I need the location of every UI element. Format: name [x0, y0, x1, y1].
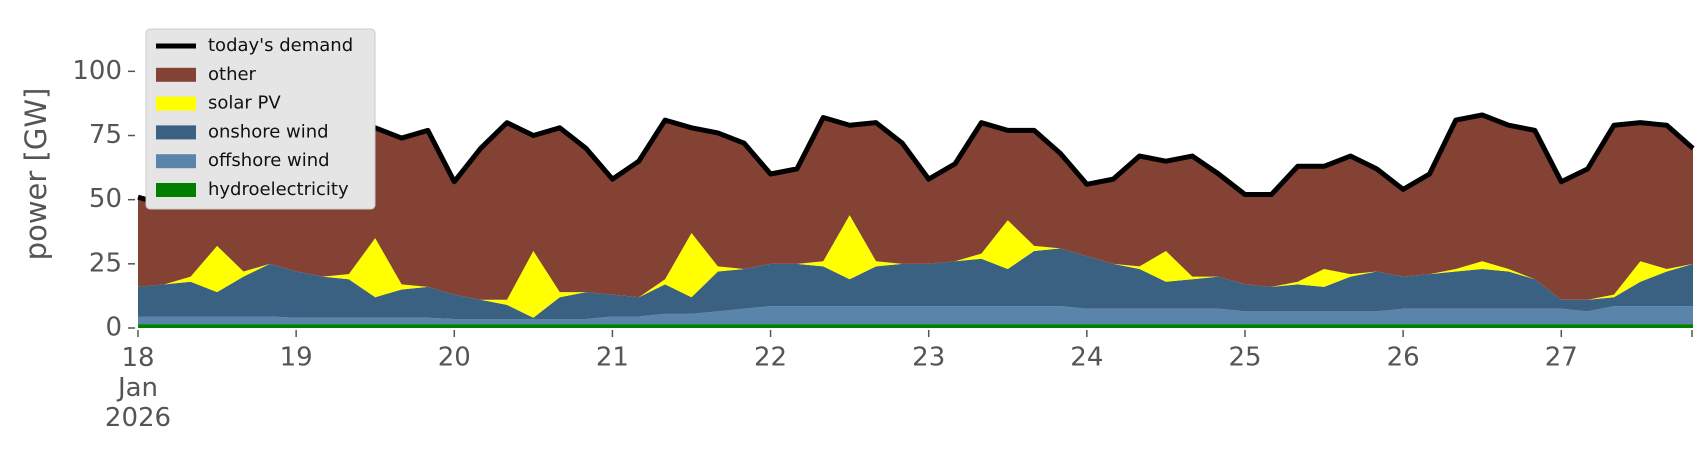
x-tick-label: 22 — [754, 343, 787, 373]
area — [138, 306, 1693, 325]
legend-swatch — [156, 183, 196, 197]
area — [138, 114, 1693, 300]
legend-label: today's demand — [208, 35, 353, 56]
legend-swatch — [156, 125, 196, 140]
area — [138, 324, 1693, 328]
legend-label: offshore wind — [208, 150, 330, 171]
legend: today's demand other solar PV onshore wind o… — [145, 28, 376, 210]
legend-label: other — [208, 64, 257, 85]
x-tick-label: 19 — [280, 343, 313, 373]
y-tick-label: 0 — [105, 313, 122, 343]
demand-line — [137, 112, 1695, 208]
legend-label: solar PV — [208, 93, 281, 114]
y-tick-label: 100 — [72, 56, 122, 86]
legend-label: hydroelectricity — [208, 179, 349, 200]
x-tick-label: 21 — [596, 343, 629, 373]
y-tick-label: 50 — [89, 184, 122, 214]
legend-swatch — [156, 67, 196, 82]
legend-swatch — [156, 96, 196, 111]
x-tick-label: 23 — [912, 343, 945, 373]
y-tick-label: 75 — [89, 120, 122, 150]
legend-swatch — [156, 154, 196, 169]
x-tick-label: 18 Jan 2026 — [105, 343, 171, 433]
x-tick-label: 20 — [438, 343, 471, 373]
x-tick-label: 26 — [1387, 343, 1420, 373]
legend-label: onshore wind — [208, 121, 329, 142]
area — [138, 215, 1693, 318]
legend-box — [145, 28, 376, 210]
area — [138, 248, 1693, 320]
x-tick-label: 27 — [1545, 343, 1578, 373]
y-tick-label: 25 — [89, 248, 122, 278]
x-tick-label: 25 — [1228, 343, 1261, 373]
x-tick-label: 24 — [1070, 343, 1103, 373]
y-axis-label: power [GW] — [19, 88, 53, 261]
